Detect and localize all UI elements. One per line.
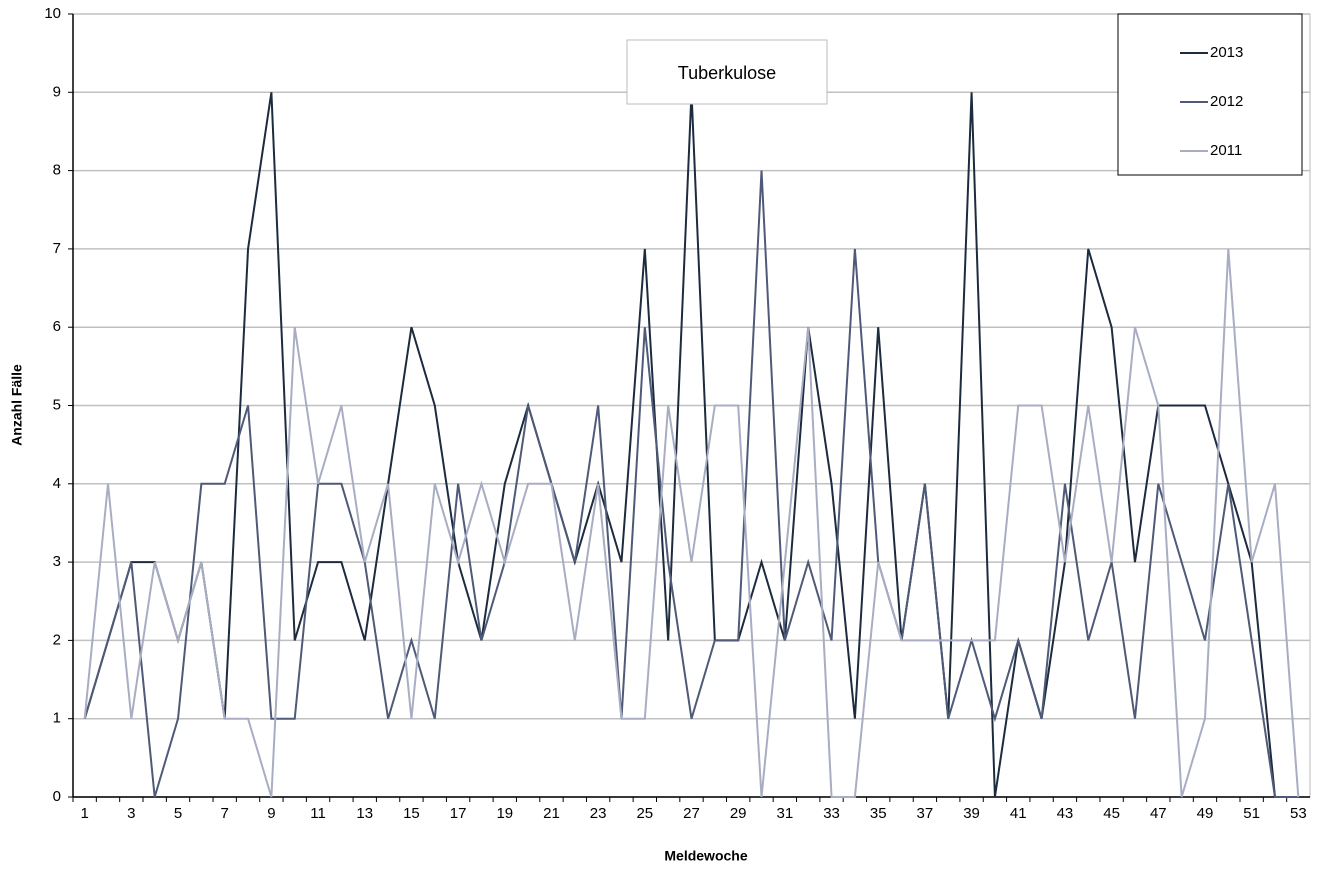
x-tick-label: 23: [590, 805, 607, 822]
y-tick-label: 2: [53, 631, 61, 648]
y-tick-label: 6: [53, 318, 61, 335]
y-tick-label: 5: [53, 396, 61, 413]
x-tick-label: 9: [267, 805, 275, 822]
line-series: [83, 248, 1300, 798]
x-tick-label: 17: [450, 805, 467, 822]
y-tick-label: 1: [53, 710, 61, 727]
x-tick-label: 43: [1057, 805, 1074, 822]
x-tick-label: 29: [730, 805, 747, 822]
x-tick-label: 31: [777, 805, 794, 822]
x-tick-label: 11: [310, 805, 326, 822]
legend-box: [1117, 13, 1303, 176]
y-tick-label: 0: [53, 788, 61, 805]
x-tick-label: 49: [1197, 805, 1214, 822]
x-tick-label: 15: [403, 805, 420, 822]
y-tick-label: 4: [53, 475, 61, 492]
x-tick-label: 53: [1290, 805, 1307, 822]
x-tick-label: 1: [80, 805, 88, 822]
x-tick-label: 27: [683, 805, 700, 822]
x-tick-label: 33: [823, 805, 840, 822]
y-tick-label: 10: [44, 5, 61, 22]
x-tick-label: 41: [1010, 805, 1027, 822]
x-tick-label: 3: [127, 805, 135, 822]
line-series: [83, 170, 1299, 798]
x-tick-label: 39: [963, 805, 980, 822]
y-axis-label: Anzahl Fälle: [9, 364, 25, 446]
x-tick-label: 47: [1150, 805, 1167, 822]
y-tick-label: 8: [53, 162, 61, 179]
legend-label: 2011: [1210, 142, 1242, 159]
y-tick-label: 7: [53, 240, 61, 257]
x-axis-label: Meldewoche: [664, 848, 747, 864]
x-tick-label: 13: [356, 805, 373, 822]
y-tick-label: 9: [53, 83, 61, 100]
x-tick-label: 7: [221, 805, 229, 822]
chart-title: Tuberkulose: [678, 63, 776, 83]
title-box: [626, 39, 828, 105]
y-tick-label: 3: [53, 553, 61, 570]
legend-label: 2013: [1210, 44, 1243, 61]
x-tick-label: 21: [543, 805, 560, 822]
x-tick-label: 25: [636, 805, 653, 822]
x-tick-label: 19: [496, 805, 513, 822]
x-tick-label: 51: [1243, 805, 1260, 822]
line-series: [83, 92, 1299, 798]
legend-label: 2012: [1210, 93, 1243, 110]
x-tick-label: 35: [870, 805, 887, 822]
x-tick-label: 37: [917, 805, 934, 822]
x-tick-label: 5: [174, 805, 182, 822]
x-tick-label: 45: [1103, 805, 1120, 822]
